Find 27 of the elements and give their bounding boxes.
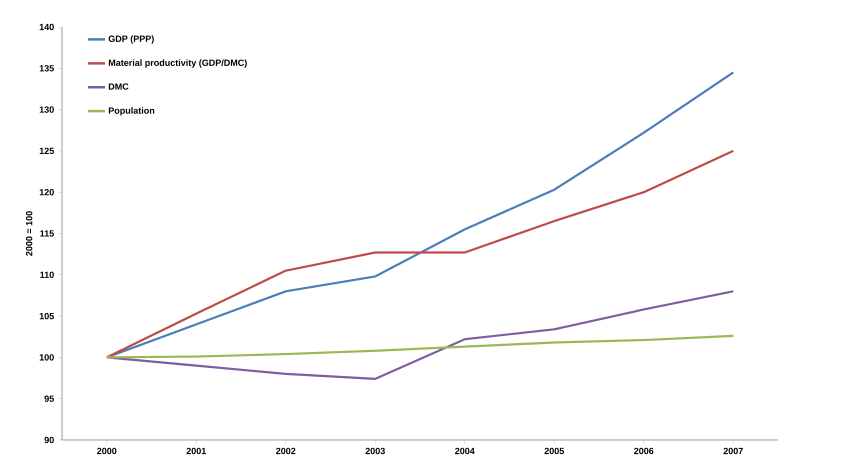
legend-label: Population <box>108 107 154 116</box>
line-series <box>106 290 734 380</box>
x-tick-label: 2005 <box>544 448 564 454</box>
y-tick-label: 115 <box>40 230 54 237</box>
x-tick-label: 2001 <box>186 448 206 454</box>
line-series <box>106 334 734 358</box>
y-axis-title: 2000 = 100 <box>26 211 32 256</box>
legend-label: GDP (PPP) <box>108 35 154 44</box>
y-tick-label: 120 <box>40 189 54 196</box>
y-tick-label: 110 <box>40 272 54 278</box>
y-tick-label: 135 <box>40 65 54 72</box>
y-tick-label: 125 <box>40 148 54 154</box>
x-tick-label: 2004 <box>455 448 475 454</box>
x-tick-label: 2007 <box>724 448 743 454</box>
x-tick-label: 2006 <box>634 448 654 454</box>
legend-label: DMC <box>108 83 129 90</box>
y-tick-label: 140 <box>40 24 54 30</box>
y-tick-label: 95 <box>44 395 54 402</box>
legend-label: Material productivity (GDP/DMC) <box>108 59 247 68</box>
x-tick-label: 2002 <box>276 448 296 454</box>
x-tick-label: 2003 <box>366 448 385 454</box>
y-tick-label: 90 <box>44 436 54 444</box>
y-tick-label: 130 <box>40 106 54 113</box>
line-series <box>106 150 734 358</box>
y-tick-label: 100 <box>40 354 54 361</box>
x-tick-label: 2000 <box>97 448 116 454</box>
y-tick-label: 105 <box>40 312 54 320</box>
